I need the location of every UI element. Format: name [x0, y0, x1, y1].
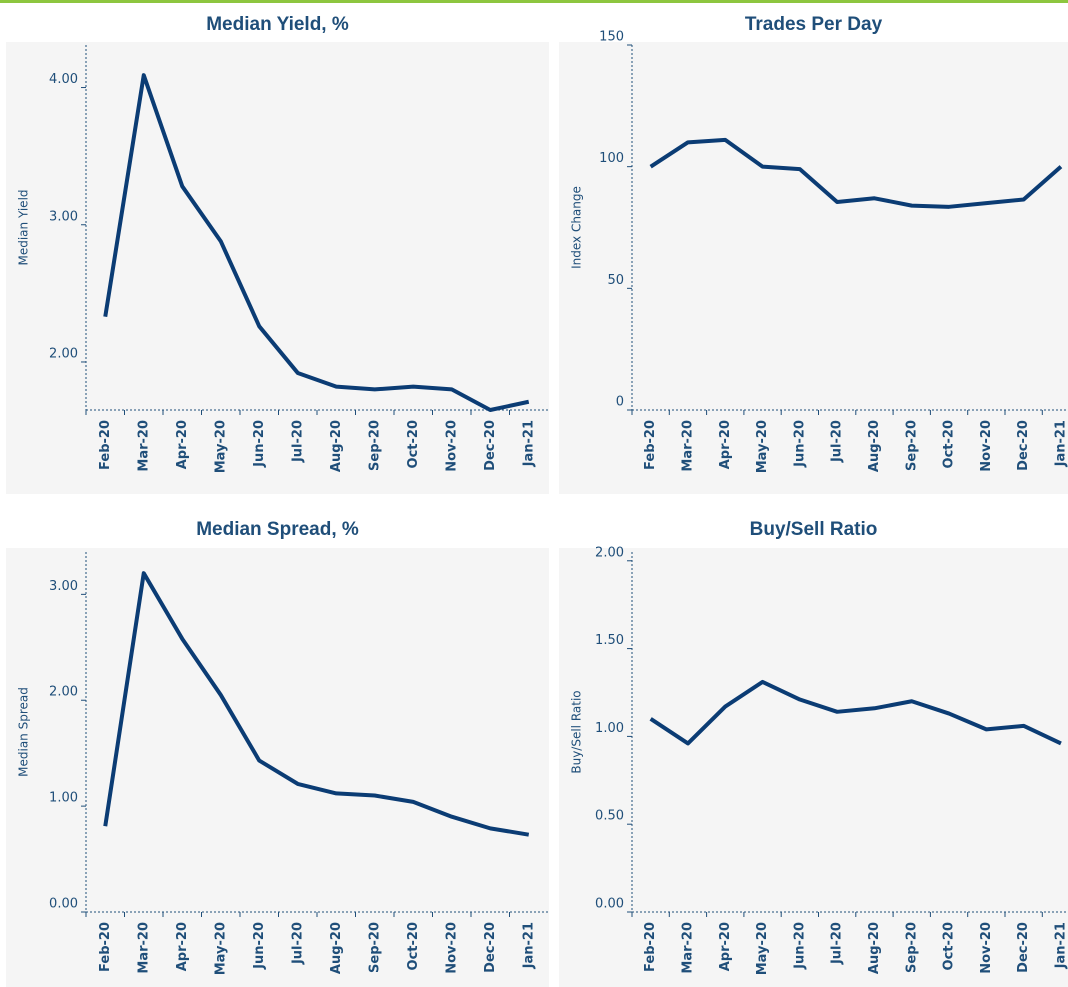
y-tick-label: 0.00 [595, 897, 624, 912]
y-tick-label: 1.00 [595, 721, 624, 736]
x-tick-label: Feb-20 [643, 420, 658, 470]
y-tick-label: 2.00 [595, 545, 624, 560]
x-tick-label: Apr-20 [718, 420, 733, 469]
data-line [649, 679, 1062, 746]
x-tick-label: Feb-20 [98, 420, 113, 470]
x-tick-label: Feb-20 [643, 922, 658, 972]
x-tick-label: May-20 [755, 922, 770, 975]
x-tick-label: Mar-20 [680, 420, 695, 472]
y-tick-label: 50 [607, 273, 624, 288]
x-tick-label: Jun-20 [252, 420, 267, 468]
x-tick-label: Apr-20 [175, 420, 190, 469]
panel-background [559, 42, 1068, 494]
x-tick-label: Oct-20 [942, 922, 957, 970]
y-tick-label: 0.50 [595, 809, 624, 824]
data-line [649, 137, 1063, 209]
chart-panel: Buy/Sell Ratio Buy/Sell Ratio 0.00 0.50 1.00… [559, 519, 1068, 987]
x-tick-label: Aug-20 [329, 922, 344, 974]
y-axis-label: Index Change [570, 186, 584, 269]
panel-background [6, 548, 549, 987]
x-tick-label: Mar-20 [136, 420, 151, 472]
x-tick-label: Jan-21 [1053, 922, 1068, 969]
x-tick-label: Dec-20 [483, 922, 498, 973]
x-tick-label: Sep-20 [367, 420, 382, 471]
x-tick-label: May-20 [213, 420, 228, 473]
y-tick-label: 0 [616, 395, 624, 410]
chart-panel: Median Yield, % Median Yield 2.00 3.00 4.00 F… [6, 14, 549, 494]
y-tick-label: 1.50 [595, 633, 624, 648]
x-tick-label: Jun-20 [792, 922, 807, 970]
x-tick-label: Dec-20 [483, 420, 498, 471]
x-tick-label: Oct-20 [406, 922, 421, 970]
chart-title: Buy/Sell Ratio [750, 519, 878, 540]
top-bar [0, 0, 1068, 3]
x-tick-label: Jul-20 [290, 922, 305, 965]
x-tick-label: Oct-20 [406, 420, 421, 468]
x-tick-label: Oct-20 [942, 420, 957, 468]
chart-title: Median Spread, % [196, 519, 359, 540]
x-tick-label: Apr-20 [718, 922, 733, 971]
x-tick-label: Dec-20 [1016, 420, 1031, 471]
y-tick-label: 3.00 [49, 209, 78, 224]
y-tick-label: 1.00 [49, 791, 78, 806]
x-tick-label: Nov-20 [979, 922, 994, 974]
x-tick-label: Aug-20 [867, 922, 882, 974]
x-tick-label: May-20 [213, 922, 228, 975]
y-tick-label: 100 [599, 151, 624, 166]
panel-background [6, 42, 549, 494]
x-tick-label: Feb-20 [98, 922, 113, 972]
y-tick-label: 2.00 [49, 685, 78, 700]
x-tick-label: Apr-20 [175, 922, 190, 971]
y-tick-label: 3.00 [49, 579, 78, 594]
x-tick-label: Dec-20 [1016, 922, 1031, 973]
x-tick-label: Sep-20 [904, 922, 919, 973]
y-tick-label: 4.00 [49, 72, 78, 87]
chart-panel: Median Spread, % Median Spread 0.00 1.00 2.0… [6, 519, 549, 987]
x-tick-label: Mar-20 [680, 922, 695, 974]
x-tick-label: Sep-20 [904, 420, 919, 471]
chart-title: Trades Per Day [745, 14, 883, 35]
x-tick-label: May-20 [755, 420, 770, 473]
data-line [103, 571, 530, 837]
x-tick-label: Mar-20 [136, 922, 151, 974]
y-tick-label: 2.00 [49, 346, 78, 361]
x-tick-label: Jul-20 [830, 420, 845, 463]
x-tick-label: Jul-20 [290, 420, 305, 463]
x-tick-label: Nov-20 [444, 922, 459, 974]
y-axis-label: Median Spread [17, 687, 31, 777]
x-tick-label: Jan-21 [1053, 420, 1068, 467]
panel-background [559, 548, 1068, 987]
x-tick-label: Jan-21 [521, 420, 536, 467]
y-axis-label: Buy/Sell Ratio [570, 690, 584, 773]
x-tick-label: Aug-20 [329, 420, 344, 472]
chart-panel: Trades Per Day Index Change 0 50 100 150 Feb-2… [559, 14, 1068, 494]
x-tick-label: Nov-20 [979, 420, 994, 472]
chart-title: Median Yield, % [206, 14, 349, 35]
y-tick-label: 150 [599, 30, 624, 45]
x-tick-label: Sep-20 [367, 922, 382, 973]
x-tick-label: Aug-20 [867, 420, 882, 472]
x-tick-label: Jul-20 [830, 922, 845, 965]
x-tick-label: Jun-20 [792, 420, 807, 468]
y-axis-label: Median Yield [17, 189, 31, 265]
x-tick-label: Jan-21 [521, 922, 536, 969]
x-tick-label: Jun-20 [252, 922, 267, 970]
data-line [103, 73, 530, 412]
y-tick-label: 0.00 [49, 897, 78, 912]
x-tick-label: Nov-20 [444, 420, 459, 472]
